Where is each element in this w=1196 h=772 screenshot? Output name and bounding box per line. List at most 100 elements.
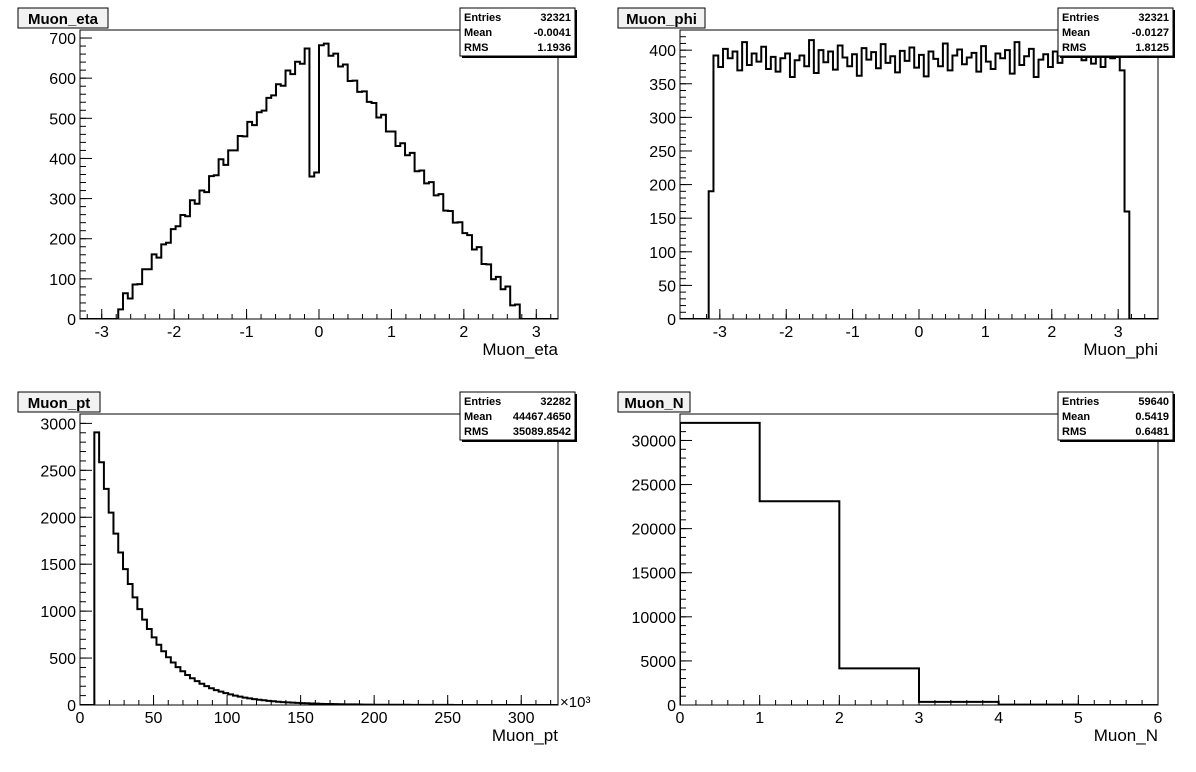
stats-box: Entries 32321 Mean -0.0041 RMS 1.1936: [459, 7, 577, 58]
pad-Muon_eta: -3 -2 -1 0 1 2 3 0 100 200 300 400 500 600 700 Muon_eta…: [17, 7, 577, 359]
histogram-title: Muon_eta: [28, 11, 99, 28]
x-tick-label: 3: [915, 710, 924, 727]
x-tick-label: 5: [1074, 710, 1083, 727]
x-tick-label: -2: [167, 324, 181, 341]
x-tick-label: 3: [1114, 324, 1123, 341]
y-tick-label: 50: [658, 278, 676, 295]
x-axis-title: Muon_pt: [492, 726, 558, 745]
y-tick-label: 2500: [40, 463, 76, 480]
x-tick-label: 1: [387, 324, 396, 341]
y-tick-label: 600: [49, 71, 76, 88]
x-axis-title: Muon_phi: [1083, 340, 1158, 359]
y-tick-label: 25000: [632, 478, 677, 495]
y-tick-label: 0: [67, 312, 76, 329]
stat-label: Mean: [464, 27, 492, 39]
stat-value: 59640: [1138, 396, 1169, 408]
stat-value: 0.6481: [1135, 426, 1169, 438]
pad-Muon_phi: -3 -2 -1 0 1 2 3 0 50 100 150 200 250 300 350 400 Muon_p…: [617, 7, 1175, 359]
y-tick-label: 10000: [632, 610, 677, 627]
y-tick-label: 300: [649, 110, 676, 127]
pad-Muon_N: 0 1 2 3 4 5 6 0 5000 10000 15000 20000 25000 30000 Muo…: [617, 391, 1175, 745]
x-tick-label: 150: [287, 710, 314, 727]
y-tick-label: 3000: [40, 416, 76, 433]
x-tick-label: 200: [361, 710, 388, 727]
stat-value: 44467.4650: [513, 411, 571, 423]
y-tick-label: 0: [667, 698, 676, 715]
stat-value: -0.0127: [1132, 27, 1169, 39]
stats-box: Entries 59640 Mean 0.5419 RMS 0.6481: [1057, 391, 1175, 442]
histogram-title-box: Muon_phi: [617, 7, 706, 29]
y-tick-label: 150: [649, 211, 676, 228]
x-tick-label: 0: [76, 710, 85, 727]
pad-Muon_pt: 0 50 100 150 200 250 3000500100015002000250030…: [17, 391, 590, 745]
y-tick-label: 1000: [40, 604, 76, 621]
stat-value: 1.8125: [1135, 42, 1169, 54]
stat-label: Entries: [464, 12, 501, 24]
y-tick-label: 0: [667, 312, 676, 329]
histogram-line: [80, 42, 558, 319]
x-tick-label: 0: [315, 324, 324, 341]
stat-value: -0.0041: [534, 27, 571, 39]
x-tick-label: 2: [1047, 324, 1056, 341]
x-axis-title: Muon_eta: [482, 340, 558, 359]
stat-label: Mean: [1062, 411, 1090, 423]
histogram-line: [680, 39, 1158, 319]
stat-value: 32321: [1138, 12, 1169, 24]
histogram-title-box: Muon_pt: [17, 391, 101, 413]
y-tick-label: 200: [649, 178, 676, 195]
y-tick-label: 200: [49, 232, 76, 249]
plot-frame: [79, 413, 559, 706]
x-tick-label: 50: [145, 710, 163, 727]
x-tick-label: -2: [779, 324, 793, 341]
y-tick-label: 5000: [640, 654, 676, 671]
x-tick-label: 4: [994, 710, 1003, 727]
stat-label: Entries: [1062, 396, 1099, 408]
stat-label: Entries: [464, 396, 501, 408]
y-tick-label: 0: [67, 698, 76, 715]
y-tick-label: 700: [49, 31, 76, 48]
stats-box: Entries 32321 Mean -0.0127 RMS 1.8125: [1057, 7, 1175, 58]
stat-value: 32321: [540, 12, 571, 24]
x-tick-label: 100: [214, 710, 241, 727]
stats-box: Entries 32282 Mean 44467.4650 RMS 35089.8542: [459, 391, 577, 442]
histogram-line: [680, 421, 1158, 705]
y-tick-label: 1500: [40, 557, 76, 574]
x-tick-label: 250: [434, 710, 461, 727]
x-axis-multiplier: ×10³: [560, 694, 590, 711]
stat-value: 35089.8542: [513, 426, 571, 438]
y-tick-label: 15000: [632, 566, 677, 583]
y-tick-label: 350: [649, 77, 676, 94]
x-tick-label: 2: [835, 710, 844, 727]
x-tick-label: -3: [95, 324, 109, 341]
stat-label: RMS: [1062, 426, 1086, 438]
stat-value: 0.5419: [1135, 411, 1169, 423]
x-tick-label: 1: [981, 324, 990, 341]
x-axis-title: Muon_N: [1094, 726, 1158, 745]
x-tick-label: 0: [676, 710, 685, 727]
y-tick-label: 100: [49, 272, 76, 289]
y-tick-label: 400: [649, 43, 676, 60]
stat-label: RMS: [464, 42, 488, 54]
x-tick-label: -1: [845, 324, 859, 341]
stat-label: Entries: [1062, 12, 1099, 24]
x-tick-label: 1: [755, 710, 764, 727]
histogram-title-box: Muon_N: [617, 391, 691, 413]
y-tick-label: 30000: [632, 433, 677, 450]
x-tick-label: 0: [915, 324, 924, 341]
y-tick-label: 500: [49, 651, 76, 668]
histogram-title: Muon_N: [624, 395, 683, 412]
histogram-title: Muon_phi: [626, 11, 697, 28]
stat-value: 32282: [540, 396, 571, 408]
stat-label: Mean: [464, 411, 492, 423]
x-tick-label: -1: [239, 324, 253, 341]
x-tick-label: -3: [713, 324, 727, 341]
histogram-line: [80, 431, 558, 705]
x-tick-label: 3: [532, 324, 541, 341]
x-tick-label: 300: [508, 710, 535, 727]
plot-frame: [679, 413, 1159, 706]
stat-label: RMS: [1062, 42, 1086, 54]
stat-value: 1.1936: [537, 42, 571, 54]
y-tick-label: 400: [49, 151, 76, 168]
histogram-title-box: Muon_eta: [17, 7, 109, 29]
stat-label: Mean: [1062, 27, 1090, 39]
